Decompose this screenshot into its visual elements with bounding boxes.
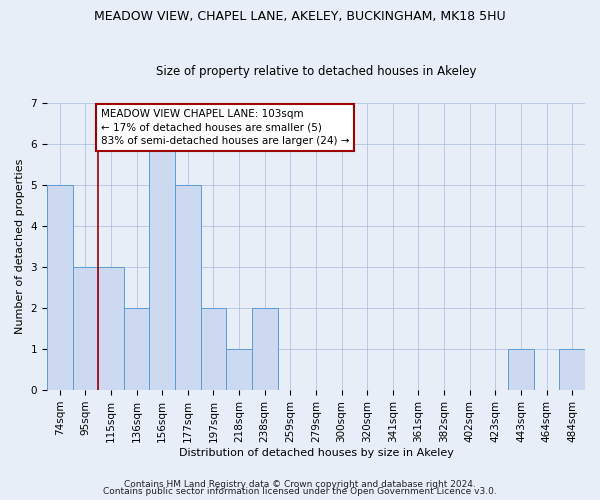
Text: MEADOW VIEW, CHAPEL LANE, AKELEY, BUCKINGHAM, MK18 5HU: MEADOW VIEW, CHAPEL LANE, AKELEY, BUCKIN… xyxy=(94,10,506,23)
Text: Contains public sector information licensed under the Open Government Licence v3: Contains public sector information licen… xyxy=(103,487,497,496)
Bar xyxy=(47,185,73,390)
Title: Size of property relative to detached houses in Akeley: Size of property relative to detached ho… xyxy=(156,66,476,78)
Bar xyxy=(149,144,175,390)
Y-axis label: Number of detached properties: Number of detached properties xyxy=(15,159,25,334)
X-axis label: Distribution of detached houses by size in Akeley: Distribution of detached houses by size … xyxy=(179,448,454,458)
Bar xyxy=(508,349,534,390)
Bar xyxy=(73,267,98,390)
Text: Contains HM Land Registry data © Crown copyright and database right 2024.: Contains HM Land Registry data © Crown c… xyxy=(124,480,476,489)
Bar xyxy=(200,308,226,390)
Bar xyxy=(98,267,124,390)
Text: MEADOW VIEW CHAPEL LANE: 103sqm
← 17% of detached houses are smaller (5)
83% of : MEADOW VIEW CHAPEL LANE: 103sqm ← 17% of… xyxy=(101,110,349,146)
Bar xyxy=(175,185,200,390)
Bar xyxy=(226,349,252,390)
Bar xyxy=(559,349,585,390)
Bar xyxy=(252,308,278,390)
Bar xyxy=(124,308,149,390)
